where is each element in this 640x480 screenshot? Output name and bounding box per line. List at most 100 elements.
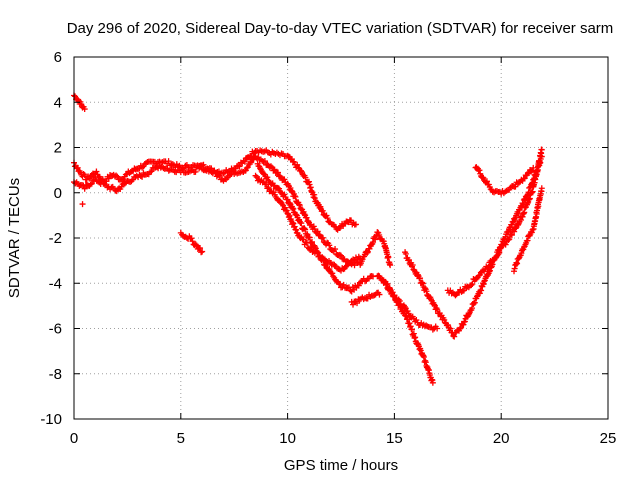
data-point xyxy=(530,164,537,171)
data-point xyxy=(355,282,362,289)
series-arc-1 xyxy=(71,92,88,113)
data-point xyxy=(468,282,475,289)
data-point xyxy=(505,237,512,244)
data-point xyxy=(469,281,476,288)
data-point xyxy=(264,161,271,168)
data-point xyxy=(419,279,426,286)
series-arc-3 xyxy=(71,153,394,269)
data-point xyxy=(297,167,304,174)
data-point xyxy=(93,168,100,175)
x-tick-label: 20 xyxy=(493,430,510,447)
data-point xyxy=(364,249,371,256)
data-point xyxy=(309,238,316,245)
data-point xyxy=(199,248,206,255)
data-point xyxy=(329,270,336,277)
data-point xyxy=(372,233,379,240)
data-point xyxy=(526,184,533,191)
data-point xyxy=(290,205,297,212)
data-point xyxy=(189,238,196,245)
data-point xyxy=(469,305,476,312)
data-point xyxy=(286,200,293,207)
y-tick-label: -6 xyxy=(49,321,62,338)
y-tick-label: -10 xyxy=(40,411,62,428)
data-point xyxy=(409,261,416,268)
y-tick-label: 0 xyxy=(54,185,62,202)
data-point xyxy=(298,220,305,227)
data-point xyxy=(265,184,272,191)
data-point xyxy=(320,255,327,262)
series-arc-8 xyxy=(380,278,436,386)
data-point xyxy=(498,190,505,197)
data-point xyxy=(502,241,509,248)
data-point xyxy=(518,216,525,223)
data-point xyxy=(326,242,333,249)
data-point xyxy=(74,164,81,171)
data-point xyxy=(291,193,298,200)
data-point xyxy=(452,292,459,299)
data-point xyxy=(471,299,478,306)
data-point xyxy=(79,201,86,208)
data-point xyxy=(422,285,429,292)
data-point xyxy=(357,255,364,262)
data-point xyxy=(367,293,374,300)
data-point xyxy=(352,221,359,228)
data-point xyxy=(414,271,421,278)
data-point xyxy=(473,275,480,282)
data-point xyxy=(139,164,146,171)
y-tick-label: 6 xyxy=(54,49,62,66)
data-point xyxy=(129,176,136,183)
data-point xyxy=(429,379,436,386)
data-point xyxy=(301,211,308,218)
data-point xyxy=(340,281,347,288)
data-point xyxy=(394,298,401,305)
data-point xyxy=(398,303,405,310)
data-point xyxy=(198,249,205,256)
data-point xyxy=(303,239,310,246)
data-point xyxy=(333,265,340,272)
data-point xyxy=(391,292,398,299)
data-point xyxy=(287,184,294,191)
series-arc-13 xyxy=(177,229,206,256)
data-point xyxy=(507,231,514,238)
data-point xyxy=(295,164,302,171)
data-point xyxy=(538,185,545,192)
data-point xyxy=(364,248,371,255)
y-tick-label: 4 xyxy=(54,94,62,111)
data-point xyxy=(512,183,519,190)
x-tick-label: 25 xyxy=(600,430,617,447)
data-point xyxy=(147,169,154,176)
data-point xyxy=(235,162,242,169)
data-point xyxy=(402,250,409,257)
data-point xyxy=(496,249,503,256)
data-point xyxy=(192,168,199,175)
data-point xyxy=(514,221,521,228)
data-point xyxy=(244,164,251,171)
x-axis-label: GPS time / hours xyxy=(284,457,398,474)
data-point xyxy=(451,333,458,340)
data-point xyxy=(536,157,543,164)
data-point xyxy=(302,226,309,233)
data-point xyxy=(197,245,204,252)
data-point xyxy=(338,252,344,259)
data-point xyxy=(529,226,536,233)
data-point xyxy=(208,169,215,176)
data-point xyxy=(87,181,94,188)
data-point xyxy=(383,281,390,288)
data-point xyxy=(376,232,383,238)
data-point xyxy=(538,146,545,153)
data-point xyxy=(306,234,313,241)
x-tick-label: 5 xyxy=(177,430,185,447)
series-arc-11 xyxy=(472,164,537,197)
data-point xyxy=(528,168,535,175)
x-tick-label: 10 xyxy=(279,430,296,447)
data-point xyxy=(319,207,326,214)
data-point xyxy=(303,214,310,221)
data-point xyxy=(264,174,271,181)
data-point xyxy=(188,235,195,242)
data-point xyxy=(101,180,108,187)
data-point xyxy=(274,184,281,191)
data-point xyxy=(324,215,331,222)
data-point xyxy=(137,173,144,180)
tick-labels: 0 5 10 15 20 25 -10 -8 -6 -4 -2 0 2 4 6 xyxy=(40,49,616,447)
